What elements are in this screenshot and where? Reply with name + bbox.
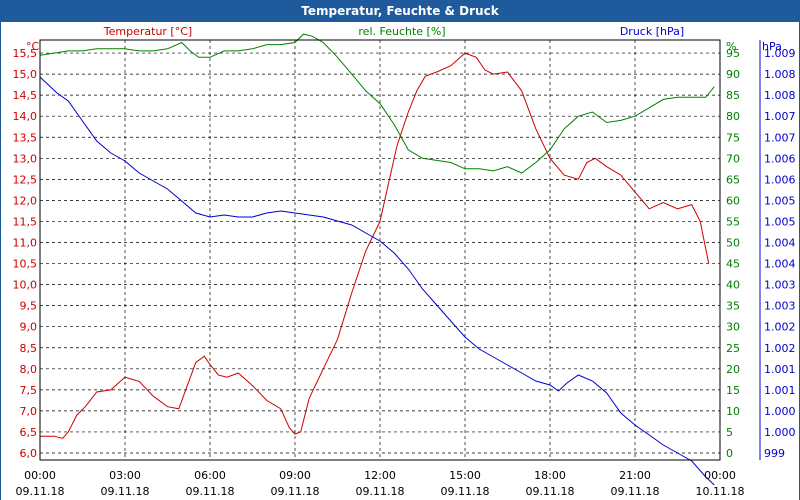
pressure-tick-label: 1.006 [764, 152, 796, 165]
temperature-tick-label: 8,0 [20, 363, 38, 376]
temperature-tick-label: 14,5 [13, 89, 38, 102]
humidity-tick-label: 60 [726, 194, 740, 207]
humidity-axis-title: rel. Feuchte [%] [358, 25, 445, 38]
pressure-tick-label: 1.002 [764, 342, 796, 355]
temperature-tick-label: 6,5 [20, 426, 38, 439]
pressure-tick-label: 1.008 [764, 89, 796, 102]
pressure-tick-label: 1.001 [764, 384, 796, 397]
pressure-axis-title: Druck [hPa] [620, 25, 684, 38]
pressure-tick-label: 1.002 [764, 321, 796, 334]
x-tick-time: 15:00 [449, 469, 481, 482]
series-lines [39, 33, 715, 486]
temperature-tick-label: 14,0 [13, 110, 38, 123]
x-tick-date: 09.11.18 [441, 485, 490, 498]
chart-title: Temperatur, Feuchte & Druck [0, 0, 800, 22]
x-tick-time: 00:00 [24, 469, 56, 482]
temperature-tick-label: 8,5 [20, 342, 38, 355]
x-tick-time: 09:00 [279, 469, 311, 482]
pressure-tick-label: 1.000 [764, 426, 796, 439]
series-line-temperature [40, 52, 710, 439]
pressure-tick-label: 1.003 [764, 279, 796, 292]
humidity-tick-label: 20 [726, 363, 740, 376]
temperature-tick-label: 7,5 [20, 384, 38, 397]
x-tick-date: 09.11.18 [101, 485, 150, 498]
x-tick-date: 10.11.18 [696, 485, 745, 498]
humidity-tick-label: 80 [726, 110, 740, 123]
x-tick-date: 09.11.18 [611, 485, 660, 498]
humidity-tick-label: 55 [726, 215, 740, 228]
temperature-tick-label: 7,0 [20, 405, 38, 418]
temperature-tick-label: 12,0 [13, 194, 38, 207]
pressure-tick-label: 1.004 [764, 237, 796, 250]
humidity-tick-label: 0 [726, 447, 733, 460]
pressure-tick-label: 1.009 [764, 47, 796, 60]
humidity-tick-label: 30 [726, 321, 740, 334]
humidity-tick-label: 25 [726, 342, 740, 355]
x-tick-time: 18:00 [534, 469, 566, 482]
pressure-tick-label: 1.007 [764, 110, 796, 123]
series-line-humidity [39, 33, 715, 174]
temperature-tick-label: 13,5 [13, 131, 38, 144]
humidity-tick-label: 35 [726, 300, 740, 313]
temperature-tick-label: 11,5 [13, 215, 38, 228]
temperature-tick-label: 15,5 [13, 47, 38, 60]
humidity-tick-label: 40 [726, 279, 740, 292]
x-tick-time: 21:00 [619, 469, 651, 482]
humidity-unit: % [726, 40, 736, 53]
pressure-unit: hPa [762, 40, 782, 53]
temperature-tick-label: 6,0 [20, 447, 38, 460]
plot-frame [39, 39, 721, 461]
temperature-tick-label: 10,5 [13, 258, 38, 271]
humidity-tick-label: 10 [726, 405, 740, 418]
temperature-axis-title: Temperatur [°C] [103, 25, 192, 38]
temperature-unit: °C [26, 40, 40, 53]
x-tick-date: 09.11.18 [526, 485, 575, 498]
humidity-tick-label: 90 [726, 68, 740, 81]
temperature-tick-label: 10,0 [13, 279, 38, 292]
temperature-tick-label: 13,0 [13, 152, 38, 165]
x-tick-time: 00:00 [704, 469, 736, 482]
humidity-tick-label: 15 [726, 384, 740, 397]
humidity-tick-label: 45 [726, 258, 740, 271]
temperature-tick-label: 9,0 [20, 321, 38, 334]
humidity-tick-label: 50 [726, 237, 740, 250]
temperature-tick-label: 9,5 [20, 300, 38, 313]
humidity-tick-label: 70 [726, 152, 740, 165]
humidity-tick-label: 95 [726, 47, 740, 60]
pressure-tick-label: 1.007 [764, 131, 796, 144]
x-tick-time: 03:00 [109, 469, 141, 482]
pressure-tick-label: 1.008 [764, 68, 796, 81]
x-tick-date: 09.11.18 [16, 485, 65, 498]
pressure-tick-label: 1.006 [764, 173, 796, 186]
pressure-tick-label: 1.001 [764, 363, 796, 376]
x-tick-time: 06:00 [194, 469, 226, 482]
temperature-tick-label: 11,0 [13, 237, 38, 250]
axis-labels: 00:00 09.11.18 03:00 09.11.18 06:00 09.11.18 0… [13, 47, 796, 498]
humidity-tick-label: 5 [726, 426, 733, 439]
x-tick-date: 09.11.18 [356, 485, 405, 498]
x-tick-date: 09.11.18 [271, 485, 320, 498]
pressure-tick-label: 1.000 [764, 405, 796, 418]
x-tick-date: 09.11.18 [186, 485, 235, 498]
pressure-tick-label: 1.003 [764, 300, 796, 313]
pressure-tick-label: 1.004 [764, 258, 796, 271]
pressure-tick-label: 1.005 [764, 194, 796, 207]
temperature-tick-label: 12,5 [13, 173, 38, 186]
humidity-tick-label: 65 [726, 173, 740, 186]
series-line-pressure [39, 76, 715, 486]
temperature-tick-label: 15,0 [13, 68, 38, 81]
humidity-tick-label: 85 [726, 89, 740, 102]
pressure-tick-label: 999 [764, 447, 785, 460]
pressure-tick-label: 1.005 [764, 215, 796, 228]
humidity-tick-label: 75 [726, 131, 740, 144]
x-tick-time: 12:00 [364, 469, 396, 482]
grid-lines [40, 40, 720, 460]
